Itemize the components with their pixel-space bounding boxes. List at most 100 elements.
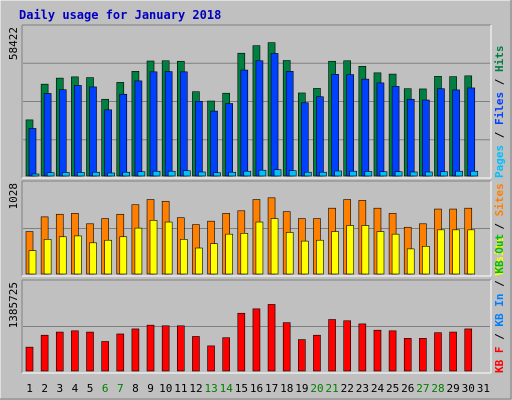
bar-files-day-29 xyxy=(452,89,460,177)
bar-files-day-30 xyxy=(467,87,476,177)
day-label-27: 27 xyxy=(416,382,429,395)
bar-kb-f-day-27 xyxy=(419,338,427,372)
bar-visits-day-11 xyxy=(179,239,188,275)
day-label-10: 10 xyxy=(159,382,172,395)
legend-entry: / xyxy=(493,327,506,347)
bar-pages-day-2 xyxy=(46,172,55,177)
day-label-6: 6 xyxy=(102,382,109,395)
bar-files-day-23 xyxy=(361,78,370,177)
legend-entry: Files xyxy=(493,92,506,125)
bar-kb-f-day-21 xyxy=(328,319,336,372)
day-label-13: 13 xyxy=(204,382,217,395)
bar-pages-day-3 xyxy=(61,172,70,177)
day-label-21: 21 xyxy=(326,382,339,395)
bar-visits-day-4 xyxy=(74,235,82,275)
bar-kb-f-day-8 xyxy=(131,328,140,372)
bar-files-day-20 xyxy=(316,96,324,177)
bar-files-day-18 xyxy=(285,71,294,177)
bar-files-day-10 xyxy=(164,71,173,177)
bar-kb-f-day-19 xyxy=(298,339,306,372)
day-label-20: 20 xyxy=(310,382,323,395)
bar-files-day-14 xyxy=(225,103,233,177)
bar-pages-day-18 xyxy=(288,170,297,177)
bar-kb-f-day-20 xyxy=(313,334,321,372)
bar-kb-f-day-16 xyxy=(252,308,261,372)
right-legend-visits-sites: Visits / Sites xyxy=(493,183,506,276)
bar-visits-day-30 xyxy=(467,229,476,275)
bar-pages-day-13 xyxy=(213,172,221,177)
bar-files-day-1 xyxy=(28,128,37,177)
bar-pages-day-7 xyxy=(122,171,131,177)
bar-kb-f-day-18 xyxy=(282,322,291,372)
bar-pages-day-27 xyxy=(425,171,433,177)
day-label-17: 17 xyxy=(265,382,278,395)
bar-files-day-22 xyxy=(346,74,355,177)
bar-visits-day-7 xyxy=(119,236,128,275)
legend-entry: Hits xyxy=(493,46,506,73)
bar-visits-day-9 xyxy=(149,220,158,275)
bar-files-day-7 xyxy=(119,93,128,177)
y-max-label: 1385725 xyxy=(7,282,20,328)
bar-kb-f-day-2 xyxy=(40,334,49,372)
legend-entry: Visits xyxy=(493,236,506,276)
bar-files-day-15 xyxy=(240,69,249,177)
legend-entry: / xyxy=(493,216,506,236)
day-label-22: 22 xyxy=(341,382,354,395)
bar-pages-day-25 xyxy=(394,171,403,177)
bar-kb-f-day-3 xyxy=(55,331,64,372)
bar-kb-f-day-11 xyxy=(176,325,185,372)
bar-visits-day-28 xyxy=(437,229,445,275)
bar-kb-f-day-29 xyxy=(449,331,457,372)
bar-kb-f-day-22 xyxy=(343,320,352,372)
bar-files-day-6 xyxy=(104,109,112,177)
y-max-label: 58422 xyxy=(7,27,20,60)
day-label-18: 18 xyxy=(280,382,293,395)
bar-files-day-3 xyxy=(58,89,67,177)
bar-files-day-28 xyxy=(437,88,445,177)
bar-files-day-4 xyxy=(74,85,82,177)
bar-files-day-16 xyxy=(255,60,264,177)
bar-files-day-26 xyxy=(406,98,415,177)
bar-visits-day-20 xyxy=(316,239,324,275)
legend-entry: KB F xyxy=(493,347,506,374)
day-label-16: 16 xyxy=(250,382,263,395)
bar-files-day-12 xyxy=(195,100,203,177)
bar-pages-day-4 xyxy=(77,172,85,177)
bar-visits-day-16 xyxy=(255,221,264,275)
bar-kb-f-day-15 xyxy=(237,312,246,372)
bar-visits-day-12 xyxy=(195,247,203,275)
bar-visits-day-13 xyxy=(210,243,218,275)
bar-visits-day-27 xyxy=(422,245,430,275)
bar-files-day-9 xyxy=(149,71,158,177)
bar-kb-f-day-14 xyxy=(222,337,230,372)
bar-pages-day-17 xyxy=(273,169,282,177)
bar-visits-day-17 xyxy=(270,218,279,275)
bar-files-day-13 xyxy=(210,110,218,177)
right-legend-hits-files-pages: Pages / Files / Hits xyxy=(493,46,506,179)
panel-kbytes: 1385725 KB F / KB In / KB Out xyxy=(7,234,506,374)
bar-visits-day-14 xyxy=(225,233,233,275)
bar-kb-f-day-7 xyxy=(116,333,125,372)
bar-pages-day-28 xyxy=(440,171,448,177)
bar-kb-f-day-30 xyxy=(464,328,473,372)
bar-pages-day-21 xyxy=(334,170,342,177)
bar-visits-day-5 xyxy=(89,242,97,275)
bar-kb-f-day-17 xyxy=(267,304,276,372)
panel-hits-files-pages: 58422 Pages / Files / Hits xyxy=(7,24,506,179)
bar-kb-f-day-9 xyxy=(146,324,155,372)
bar-pages-day-29 xyxy=(455,170,463,177)
bar-pages-day-12 xyxy=(198,171,206,177)
bar-files-day-5 xyxy=(89,86,97,177)
bar-files-day-17 xyxy=(270,53,279,177)
day-label-7: 7 xyxy=(117,382,124,395)
bar-files-day-19 xyxy=(301,102,309,177)
bar-kb-f-day-24 xyxy=(373,329,382,372)
bar-pages-day-19 xyxy=(304,171,312,177)
bar-visits-day-24 xyxy=(376,231,385,275)
bar-visits-day-23 xyxy=(361,225,370,275)
x-axis-days: 1 2 3 4 5 6 7 8 9 10 11 12 13 14 15 16 17 18 19 20 21 22 23 24 2… xyxy=(26,382,490,395)
day-label-31: 31 xyxy=(477,382,490,395)
chart-title: Daily usage for January 2018 xyxy=(19,8,221,22)
day-label-11: 11 xyxy=(174,382,187,395)
legend-entry: / xyxy=(493,274,506,294)
